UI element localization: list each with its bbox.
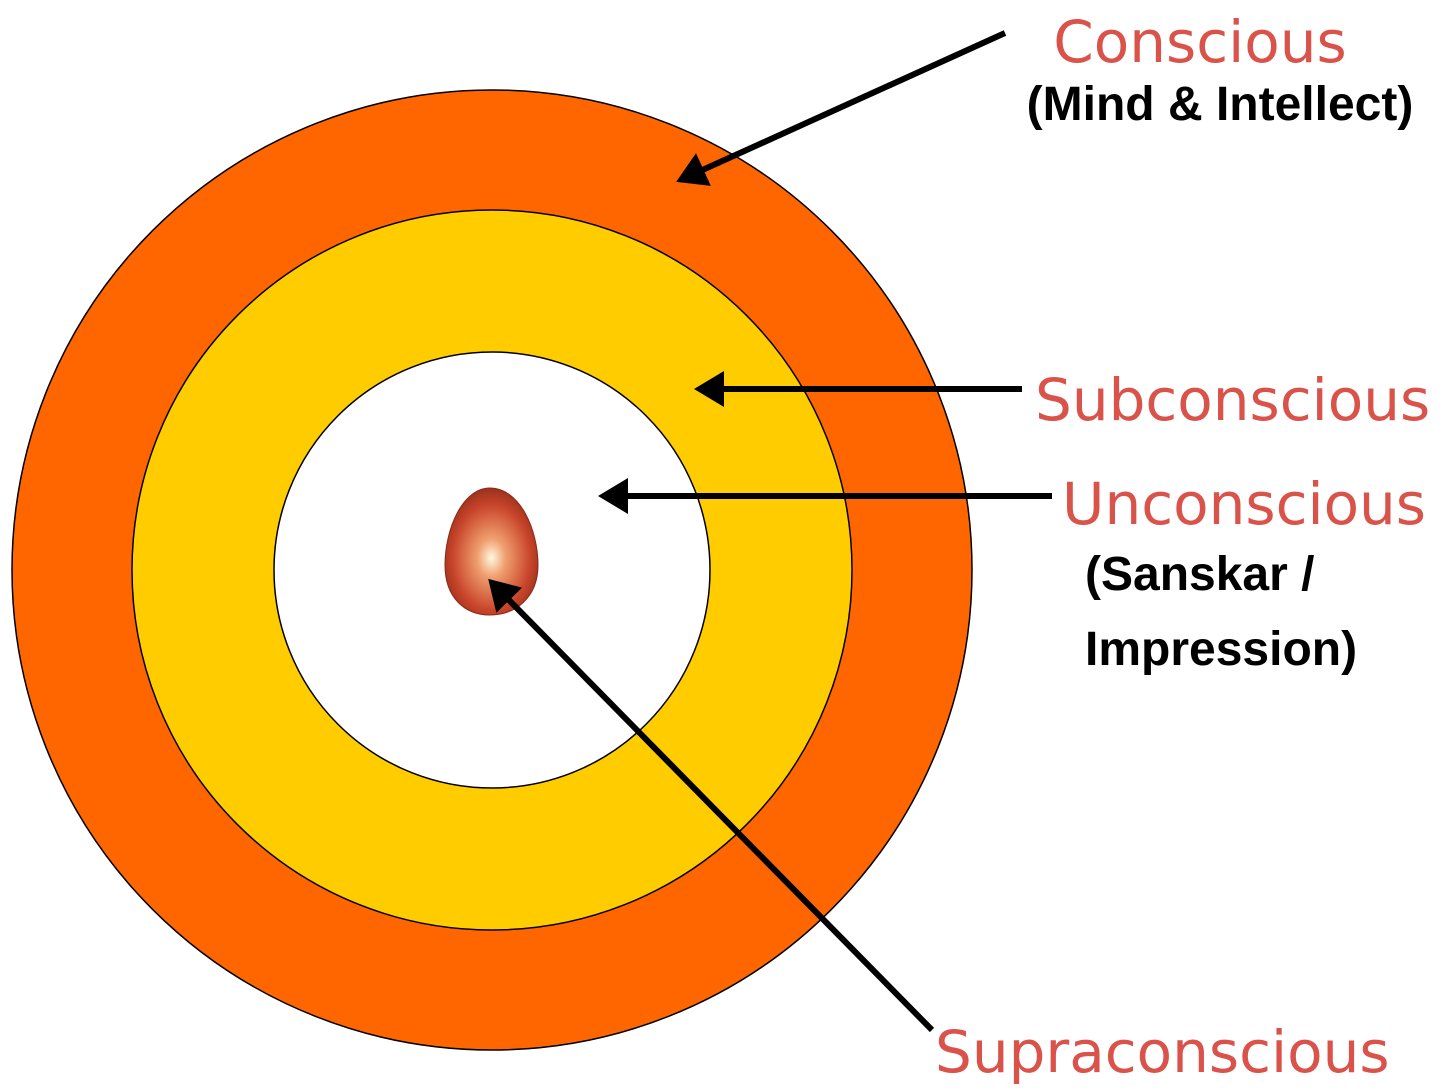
label: Conscious (1053, 8, 1346, 76)
diagram: Conscious (Mind & Intellect) Subconsciou… (0, 0, 1453, 1090)
note: (Mind & Intellect) (1027, 78, 1414, 131)
note: (Sanskar / (1085, 548, 1314, 601)
arrow (698, 33, 1005, 172)
note: Impression) (1085, 623, 1357, 676)
label: Supraconscious (935, 1018, 1390, 1086)
label: Subconscious (1035, 366, 1430, 434)
label: Unconscious (1062, 470, 1426, 538)
